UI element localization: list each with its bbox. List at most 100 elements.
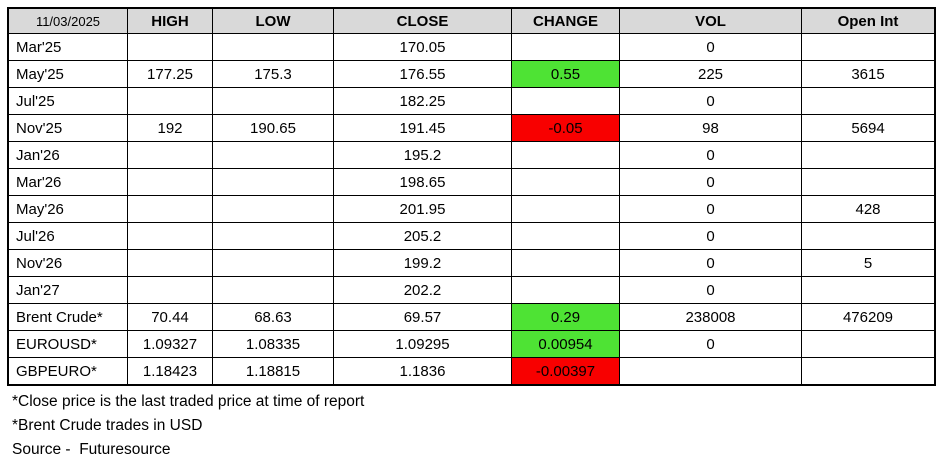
close-value: 201.95 (333, 195, 512, 223)
change-value (511, 168, 620, 196)
low-value (212, 249, 334, 277)
footnotes: *Close price is the last traded price at… (12, 390, 364, 454)
open-int-value (801, 357, 935, 385)
contract-label: Jul'26 (8, 222, 128, 250)
contract-label: Jan'27 (8, 276, 128, 304)
table-row: GBPEURO* 1.18423 1.18815 1.1836 -0.00397 (8, 357, 935, 385)
change-value (511, 276, 620, 304)
close-value: 191.45 (333, 114, 512, 142)
high-value (127, 33, 213, 61)
contract-label: Mar'26 (8, 168, 128, 196)
open-int-value: 5694 (801, 114, 935, 142)
low-value: 68.63 (212, 303, 334, 331)
high-value: 1.18423 (127, 357, 213, 385)
vol-value: 0 (619, 141, 802, 169)
open-int-value (801, 87, 935, 115)
open-int-value (801, 141, 935, 169)
change-value (511, 222, 620, 250)
open-int-value: 3615 (801, 60, 935, 88)
table-row: Mar'26 198.65 0 (8, 168, 935, 196)
vol-value: 0 (619, 249, 802, 277)
vol-value: 0 (619, 276, 802, 304)
contract-label: EUROUSD* (8, 330, 128, 358)
table-header-row: 11/03/2025 HIGH LOW CLOSE CHANGE VOL Ope… (8, 8, 935, 34)
contract-label: Nov'26 (8, 249, 128, 277)
close-value: 182.25 (333, 87, 512, 115)
column-header-open-int: Open Int (801, 8, 935, 34)
open-int-value (801, 276, 935, 304)
low-value (212, 168, 334, 196)
high-value (127, 276, 213, 304)
open-int-value: 5 (801, 249, 935, 277)
open-int-value (801, 330, 935, 358)
close-value: 170.05 (333, 33, 512, 61)
vol-value: 0 (619, 33, 802, 61)
close-value: 69.57 (333, 303, 512, 331)
table-row: May'26 201.95 0 428 (8, 195, 935, 223)
footnote-close-price: *Close price is the last traded price at… (12, 393, 365, 410)
table-row: Nov'26 199.2 0 5 (8, 249, 935, 277)
report-date: 11/03/2025 (8, 8, 128, 34)
high-value (127, 222, 213, 250)
contract-label: May'25 (8, 60, 128, 88)
change-value (511, 87, 620, 115)
vol-value: 0 (619, 87, 802, 115)
low-value: 175.3 (212, 60, 334, 88)
close-value: 198.65 (333, 168, 512, 196)
table-row: Jul'25 182.25 0 (8, 87, 935, 115)
column-header-vol: VOL (619, 8, 802, 34)
low-value (212, 222, 334, 250)
open-int-value: 476209 (801, 303, 935, 331)
column-header-change: CHANGE (511, 8, 620, 34)
close-value: 1.1836 (333, 357, 512, 385)
open-int-value: 428 (801, 195, 935, 223)
contract-label: Jul'25 (8, 87, 128, 115)
contract-label: GBPEURO* (8, 357, 128, 385)
high-value (127, 168, 213, 196)
change-value: -0.05 (511, 114, 620, 142)
column-header-high: HIGH (127, 8, 213, 34)
table-row: Mar'25 170.05 0 (8, 33, 935, 61)
change-value: -0.00397 (511, 357, 620, 385)
open-int-value (801, 168, 935, 196)
change-value: 0.29 (511, 303, 620, 331)
change-value: 0.00954 (511, 330, 620, 358)
open-int-value (801, 33, 935, 61)
footnote-brent-usd: *Brent Crude trades in USD (12, 417, 203, 434)
close-value: 195.2 (333, 141, 512, 169)
vol-value: 98 (619, 114, 802, 142)
low-value (212, 276, 334, 304)
contract-label: May'26 (8, 195, 128, 223)
high-value (127, 87, 213, 115)
change-value (511, 33, 620, 61)
high-value: 70.44 (127, 303, 213, 331)
table-row: Jul'26 205.2 0 (8, 222, 935, 250)
low-value (212, 87, 334, 115)
high-value (127, 249, 213, 277)
change-value (511, 195, 620, 223)
high-value: 1.09327 (127, 330, 213, 358)
vol-value: 0 (619, 168, 802, 196)
contract-label: Jan'26 (8, 141, 128, 169)
close-value: 176.55 (333, 60, 512, 88)
close-value: 205.2 (333, 222, 512, 250)
table-row: EUROUSD* 1.09327 1.08335 1.09295 0.00954… (8, 330, 935, 358)
contract-label: Nov'25 (8, 114, 128, 142)
column-header-low: LOW (212, 8, 334, 34)
column-header-close: CLOSE (333, 8, 512, 34)
high-value (127, 195, 213, 223)
close-value: 199.2 (333, 249, 512, 277)
vol-value: 225 (619, 60, 802, 88)
table-row: Jan'27 202.2 0 (8, 276, 935, 304)
low-value: 1.08335 (212, 330, 334, 358)
contract-label: Mar'25 (8, 33, 128, 61)
contract-label: Brent Crude* (8, 303, 128, 331)
low-value (212, 195, 334, 223)
vol-value: 238008 (619, 303, 802, 331)
open-int-value (801, 222, 935, 250)
table-row: Jan'26 195.2 0 (8, 141, 935, 169)
close-value: 1.09295 (333, 330, 512, 358)
vol-value: 0 (619, 222, 802, 250)
table-row: Nov'25 192 190.65 191.45 -0.05 98 5694 (8, 114, 935, 142)
